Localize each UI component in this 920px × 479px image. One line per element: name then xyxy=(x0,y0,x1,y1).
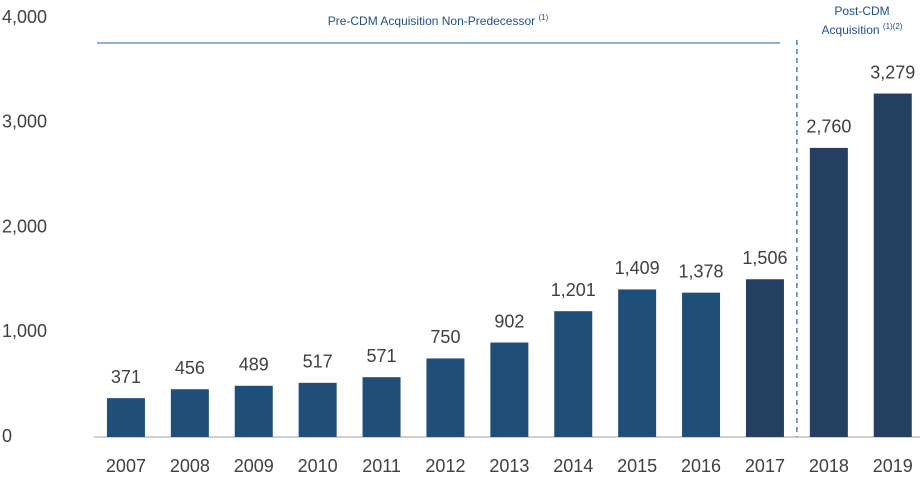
value-label: 456 xyxy=(175,358,205,378)
bar xyxy=(809,147,848,437)
value-label: 517 xyxy=(303,352,333,372)
y-tick-label: 2,000 xyxy=(2,216,47,236)
x-tick-label: 2008 xyxy=(170,456,210,476)
bar xyxy=(170,389,209,437)
x-tick-label: 2013 xyxy=(489,456,529,476)
bar xyxy=(682,292,721,437)
value-label: 750 xyxy=(430,327,460,347)
x-tick-label: 2017 xyxy=(745,456,785,476)
value-label: 2,760 xyxy=(806,117,851,137)
bar xyxy=(234,385,273,437)
x-tick-label: 2016 xyxy=(681,456,721,476)
x-tick-label: 2012 xyxy=(425,456,465,476)
value-label: 1,378 xyxy=(679,261,724,281)
x-tick-label: 2019 xyxy=(873,456,913,476)
value-label: 1,409 xyxy=(615,258,660,278)
value-label: 489 xyxy=(239,355,269,375)
value-label: 1,506 xyxy=(742,248,787,268)
value-label: 371 xyxy=(111,367,141,387)
y-tick-label: 3,000 xyxy=(2,112,47,132)
bar xyxy=(873,93,912,437)
bar xyxy=(490,342,529,437)
y-tick-label: 1,000 xyxy=(2,321,47,341)
x-tick-label: 2018 xyxy=(809,456,849,476)
post-cdm-annotation-line: Acquisition (1)(2) xyxy=(822,22,903,37)
bar xyxy=(362,377,401,437)
y-tick-label: 0 xyxy=(2,426,12,446)
bar xyxy=(426,358,465,437)
bar xyxy=(554,311,593,437)
x-tick-label: 2014 xyxy=(553,456,593,476)
post-cdm-annotation-line: Post-CDM xyxy=(834,4,889,18)
y-tick-label: 4,000 xyxy=(2,7,47,27)
x-tick-label: 2015 xyxy=(617,456,657,476)
bar xyxy=(618,289,657,437)
value-label: 3,279 xyxy=(870,62,915,82)
bar xyxy=(106,398,145,437)
value-label: 571 xyxy=(367,346,397,366)
x-tick-label: 2010 xyxy=(298,456,338,476)
value-label: 902 xyxy=(494,311,524,331)
pre-cdm-annotation: Pre-CDM Acquisition Non-Predecessor (1) xyxy=(328,13,549,28)
x-tick-label: 2011 xyxy=(362,456,401,476)
bar xyxy=(745,279,784,437)
x-tick-label: 2009 xyxy=(234,456,274,476)
x-tick-label: 2007 xyxy=(106,456,146,476)
bar xyxy=(298,382,337,437)
value-label: 1,201 xyxy=(551,280,596,300)
